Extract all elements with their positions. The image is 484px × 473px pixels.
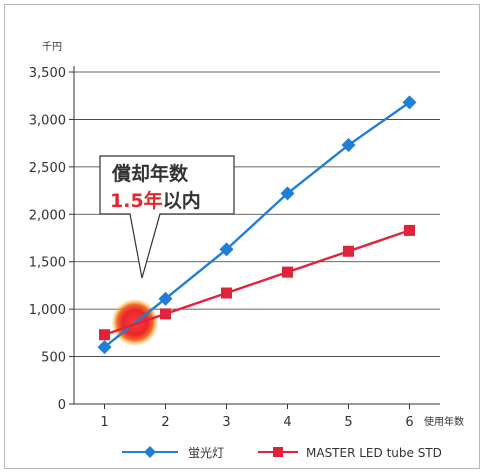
payback-callout: 償却年数 1.5年以内 — [99, 155, 235, 279]
fluorescent-data-point — [280, 186, 295, 201]
x-axis: 使用年数 — [74, 403, 464, 428]
callout-bubble — [99, 155, 235, 279]
x-tick-label: 1 — [100, 415, 108, 430]
x-tick-label: 5 — [344, 415, 352, 430]
callout-within-label: 以内 — [163, 189, 201, 212]
x-tick-label: 3 — [222, 415, 230, 430]
led-data-point — [99, 329, 110, 341]
x-tick-labels: 1 2 3 4 5 6 — [100, 404, 414, 430]
y-tick-label: 3,000 — [29, 113, 66, 128]
callout-years-number: 1.5 — [110, 190, 144, 212]
legend-item-led: MASTER LED tube STD — [258, 446, 442, 460]
y-tick-label: 2,000 — [29, 208, 66, 223]
y-tick-label: 3,500 — [29, 66, 66, 81]
led-data-point — [160, 308, 171, 320]
legend-item-fluorescent: 蛍光灯 — [122, 446, 224, 460]
y-tick-label: 2,500 — [29, 161, 66, 176]
y-tick-label: 1,500 — [29, 256, 66, 271]
legend-label-led: MASTER LED tube STD — [306, 446, 442, 460]
fluorescent-data-point — [97, 340, 112, 355]
diamond-marker-icon — [144, 446, 156, 458]
y-tick-label: 1,000 — [29, 303, 66, 318]
fluorescent-data-point — [402, 95, 417, 110]
led-series-line — [104, 229, 410, 336]
x-axis-unit-label: 使用年数 — [424, 415, 464, 428]
fluorescent-data-point — [341, 138, 356, 153]
callout-line-1: 償却年数 — [111, 162, 189, 185]
fluorescent-data-point — [158, 291, 173, 306]
y-axis: 千円 — [42, 41, 75, 404]
fluorescent-series-line — [103, 101, 411, 349]
led-data-point — [221, 287, 232, 299]
callout-years-unit: 年 — [144, 189, 163, 212]
led-data-point — [343, 245, 354, 257]
y-tick-labels: 0 500 1,000 1,500 2,000 2,500 3,000 3,500 — [29, 66, 74, 413]
x-tick-label: 6 — [405, 415, 413, 430]
callout-line-2: 1.5年以内 — [110, 189, 201, 212]
x-tick-label: 4 — [283, 415, 291, 430]
led-data-point — [404, 224, 415, 236]
series-group — [97, 95, 417, 355]
y-tick-label: 500 — [41, 351, 66, 366]
led-data-point — [282, 266, 293, 278]
legend: 蛍光灯 MASTER LED tube STD — [122, 446, 442, 460]
x-tick-label: 2 — [161, 415, 169, 430]
y-tick-label: 0 — [58, 398, 66, 413]
fluorescent-data-point — [219, 242, 234, 257]
square-marker-icon — [273, 447, 283, 457]
y-axis-unit-label: 千円 — [42, 41, 62, 53]
legend-label-fluorescent: 蛍光灯 — [188, 446, 224, 460]
